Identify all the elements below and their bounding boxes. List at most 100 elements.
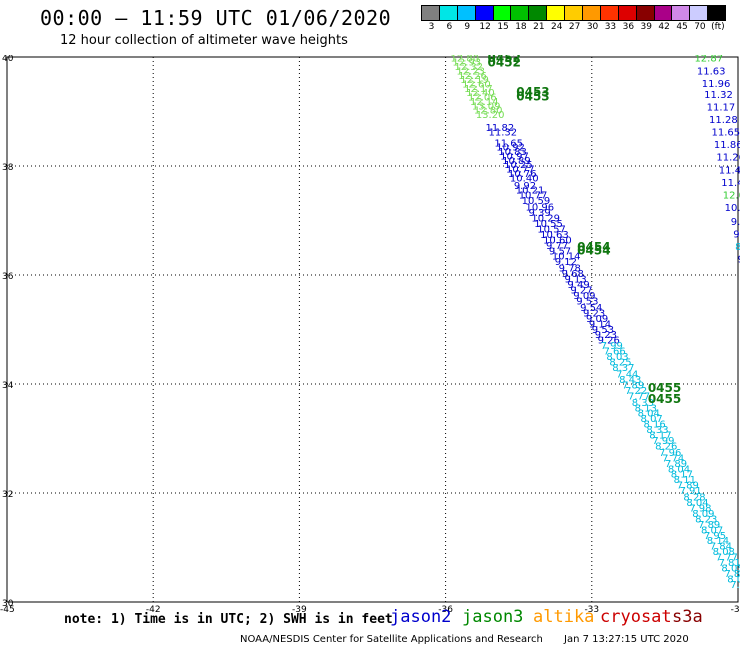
color-swatch [653, 5, 673, 21]
legend-s3a: s3a [672, 607, 703, 627]
color-swatch [599, 5, 619, 21]
wave-height-value: 10.94 [725, 203, 740, 214]
wave-height-value: 7.66 [603, 347, 625, 358]
wave-height-value: 9.14 [589, 319, 611, 330]
wave-height-value: 9.13 [565, 275, 587, 286]
color-scale-label: 18 [515, 22, 527, 32]
wave-height-value: 9.87 [733, 229, 740, 240]
x-tick-label: -42 [146, 605, 161, 615]
wave-height-value: 8.14 [707, 536, 729, 547]
color-scale-bar [421, 5, 727, 21]
wave-height-value: 8.05 [721, 563, 740, 574]
wave-height-value: 10.60 [543, 235, 572, 246]
wave-height-value: 12.26 [458, 71, 487, 82]
pass-time-label: 0454 [577, 243, 610, 257]
pass-time-label: 0454 [577, 240, 610, 254]
footer-org: NOAA/NESDIS Center for Satellite Applica… [240, 634, 543, 645]
color-scale-label: 70 [694, 22, 706, 32]
wave-height-value: 10.76 [508, 169, 537, 180]
color-scale-label: 36 [622, 22, 635, 32]
wave-height-value: 8.07 [641, 414, 663, 425]
wave-height-value: 10.77 [519, 191, 548, 202]
wave-height-value: 10.63 [540, 230, 569, 241]
wave-height-value: 11.32 [704, 90, 733, 101]
color-scale-label: 6 [446, 22, 453, 32]
wave-height-value: 8.43 [619, 375, 641, 386]
wave-height-value: 10.57 [537, 224, 566, 235]
wave-height-value: 12.32 [454, 62, 483, 73]
wave-height-value: 9.92 [514, 181, 536, 192]
color-scale-label: 39 [640, 22, 652, 32]
wave-height-value: 12.60 [462, 80, 491, 91]
wave-height-value: 9.57 [549, 246, 571, 257]
wave-height-value: 12.40 [466, 88, 495, 99]
wave-height-value: 9.49 [567, 280, 589, 291]
wave-height-value: 8.08 [713, 547, 735, 558]
color-swatch [546, 5, 566, 21]
color-scale-label: (ft) [711, 22, 725, 32]
pass-time-label: 0452 [488, 55, 521, 69]
color-scale-label: 21 [533, 22, 545, 32]
wave-height-value: 7.77 [716, 553, 738, 564]
wave-height-value: 9.77 [546, 241, 568, 252]
wave-height-value: 9.23 [595, 330, 617, 341]
x-tick-label: -33 [584, 605, 599, 615]
wave-height-value: 7.99 [652, 436, 674, 447]
color-scale-label: 45 [676, 22, 688, 32]
wave-height-value: 12.19 [460, 75, 489, 86]
wave-height-value: 9.09 [586, 314, 608, 325]
wave-height-value: 8.17 [649, 431, 671, 442]
color-swatch [582, 5, 601, 21]
wave-height-value: 8.16 [643, 420, 665, 431]
wave-height-value: 9.39 [528, 208, 550, 219]
wave-height-value: 9.53 [592, 325, 614, 336]
wave-height-value: 12.07 [723, 191, 740, 202]
wave-height-value: 8.28 [683, 493, 705, 504]
wave-height-value: 7.96 [659, 448, 681, 459]
color-scale-label: 42 [658, 22, 670, 32]
wave-height-value: 10.59 [522, 196, 551, 207]
wave-height-value: 12.80 [450, 55, 479, 64]
wave-height-value: 12.93 [452, 58, 481, 69]
y-tick-label: 34 [2, 381, 14, 391]
x-tick-label: -30 [731, 605, 740, 615]
color-scale-label: 9 [464, 22, 471, 32]
wave-height-value: 7.77 [628, 391, 650, 402]
color-swatch [456, 5, 476, 21]
wave-height-value: 8.07 [701, 525, 723, 536]
wave-height-value: 11.42 [719, 166, 740, 177]
y-tick-label: 40 [2, 55, 14, 64]
wave-height-value: 7.89 [698, 520, 720, 531]
wave-height-map[interactable]: -45-42-39-36-33-30403836343230 12.8012.9… [0, 55, 740, 615]
wave-height-value: 9.23 [583, 308, 605, 319]
wave-height-value: 8.13 [635, 403, 657, 414]
wave-height-value: 8.01 [727, 574, 740, 585]
wave-height-value: 9.54 [580, 303, 602, 314]
legend-jason2: jason2 [390, 607, 452, 627]
wave-height-value: 10.83 [498, 147, 527, 158]
wave-height-value: 10.97 [500, 151, 529, 162]
wave-height-value: 9.66 [731, 217, 740, 228]
wave-height-value: 11.17 [707, 102, 736, 113]
color-swatch [671, 5, 691, 21]
wave-height-value: 12.06 [468, 93, 497, 104]
wave-height-value: 7.89 [677, 481, 699, 492]
wave-height-value: 9.68 [562, 269, 584, 280]
wave-height-value: 7.81 [719, 558, 740, 569]
wave-height-value: 7.84 [710, 542, 732, 553]
wave-height-value: 11.32 [488, 127, 517, 138]
wave-height-value: 8.09 [692, 509, 714, 520]
wave-height-value: 13.20 [476, 110, 505, 121]
footer: NOAA/NESDIS Center for Satellite Applica… [240, 634, 689, 645]
pass-time-label: 0455 [648, 381, 681, 395]
wave-height-value: 10.89 [502, 156, 531, 167]
wave-height-value: 10.29 [531, 214, 560, 225]
wave-height-value: 11.96 [702, 79, 731, 90]
wave-height-value: 8.03 [606, 352, 628, 363]
color-scale-label: 24 [551, 22, 563, 32]
wave-height-value: 11.26 [716, 153, 740, 164]
legend-cryosat: cryosat [600, 607, 672, 627]
x-tick-label: -36 [438, 605, 453, 615]
wave-height-value: 12.87 [694, 55, 723, 64]
